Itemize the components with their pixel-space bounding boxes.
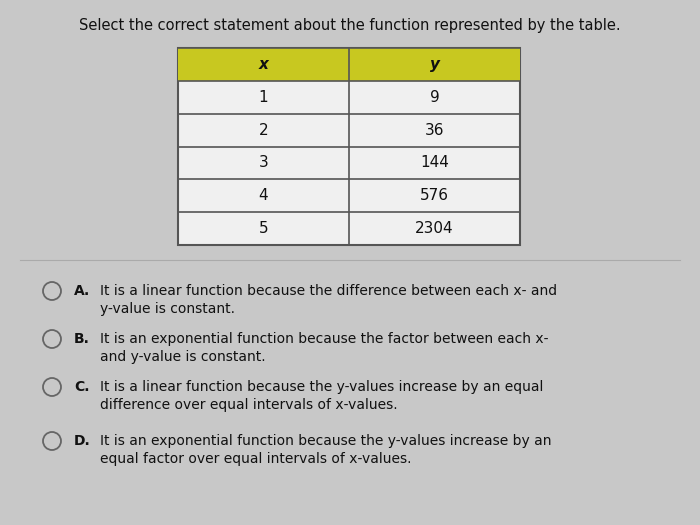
Text: 3: 3	[258, 155, 268, 171]
Text: 144: 144	[420, 155, 449, 171]
Text: y-value is constant.: y-value is constant.	[100, 302, 235, 316]
Text: and y-value is constant.: and y-value is constant.	[100, 350, 265, 364]
Bar	[178, 48, 520, 245]
Text: y: y	[430, 57, 440, 72]
Text: A.: A.	[74, 284, 90, 298]
Bar	[178, 48, 520, 81]
Text: equal factor over equal intervals of x-values.: equal factor over equal intervals of x-v…	[100, 452, 412, 466]
Text: C.: C.	[74, 380, 90, 394]
Text: 2: 2	[259, 122, 268, 138]
Text: 576: 576	[420, 188, 449, 203]
Text: 1: 1	[259, 90, 268, 105]
Text: 2304: 2304	[415, 221, 454, 236]
Text: difference over equal intervals of x-values.: difference over equal intervals of x-val…	[100, 398, 398, 412]
Text: 9: 9	[430, 90, 440, 105]
Text: It is a linear function because the y-values increase by an equal: It is a linear function because the y-va…	[100, 380, 543, 394]
Text: It is an exponential function because the y-values increase by an: It is an exponential function because th…	[100, 434, 552, 448]
Text: x: x	[258, 57, 268, 72]
Text: D.: D.	[74, 434, 91, 448]
Text: It is an exponential function because the factor between each x-: It is an exponential function because th…	[100, 332, 549, 346]
Text: 36: 36	[425, 122, 444, 138]
Text: 4: 4	[259, 188, 268, 203]
Text: Select the correct statement about the function represented by the table.: Select the correct statement about the f…	[79, 18, 621, 33]
Text: It is a linear function because the difference between each x- and: It is a linear function because the diff…	[100, 284, 557, 298]
Text: B.: B.	[74, 332, 90, 346]
Text: 5: 5	[259, 221, 268, 236]
